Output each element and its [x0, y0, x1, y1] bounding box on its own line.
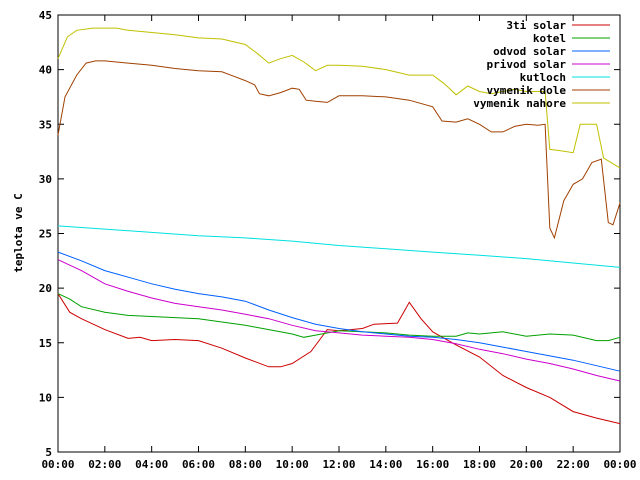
series-lines — [57, 27, 621, 425]
y-tick-label: 45 — [39, 9, 52, 22]
series-line-kotel — [57, 293, 621, 342]
series-line-privod-solar — [57, 259, 621, 382]
x-tick-label: 16:00 — [416, 458, 449, 471]
x-tick-label: 10:00 — [276, 458, 309, 471]
y-axis-label: teplota ve C — [12, 193, 25, 272]
legend-label: 3ti solar — [506, 19, 566, 32]
x-tick-label: 20:00 — [510, 458, 543, 471]
series-line-odvod-solar — [57, 251, 621, 372]
y-tick-label: 15 — [39, 337, 52, 350]
x-tick-label: 22:00 — [557, 458, 590, 471]
legend-label: vymenik nahore — [473, 97, 566, 110]
y-tick-label: 30 — [39, 173, 52, 186]
x-tick-label: 02:00 — [88, 458, 121, 471]
x-tick-label: 08:00 — [229, 458, 262, 471]
axis-ticks: 5 10 15 20 25 30 35 40 45 00:00 02:00 04:00 06:00 08:… — [39, 9, 637, 471]
x-tick-label: 06:00 — [182, 458, 215, 471]
series-line-kutloch — [57, 225, 621, 268]
x-tick-label: 18:00 — [463, 458, 496, 471]
y-tick-label: 5 — [45, 446, 52, 459]
x-tick-label: 12:00 — [322, 458, 355, 471]
y-tick-label: 25 — [39, 228, 52, 241]
x-tick-label: 14:00 — [369, 458, 402, 471]
y-tick-label: 35 — [39, 118, 52, 131]
legend-label: kutloch — [520, 71, 566, 84]
series-line-vymenik-dole — [57, 60, 621, 240]
legend-label: vymenik dole — [487, 84, 567, 97]
series-line-vymenik-nahore — [57, 27, 621, 169]
series-line-3ti-solar — [57, 293, 621, 425]
legend-label: odvod solar — [493, 45, 566, 58]
y-tick-label: 20 — [39, 282, 52, 295]
legend-label: kotel — [533, 32, 566, 45]
legend-label: privod solar — [487, 58, 567, 71]
x-tick-label: 00:00 — [41, 458, 74, 471]
y-tick-label: 10 — [39, 391, 52, 404]
x-tick-label: 04:00 — [135, 458, 168, 471]
x-tick-label: 00:00 — [603, 458, 636, 471]
y-tick-label: 40 — [39, 64, 52, 77]
